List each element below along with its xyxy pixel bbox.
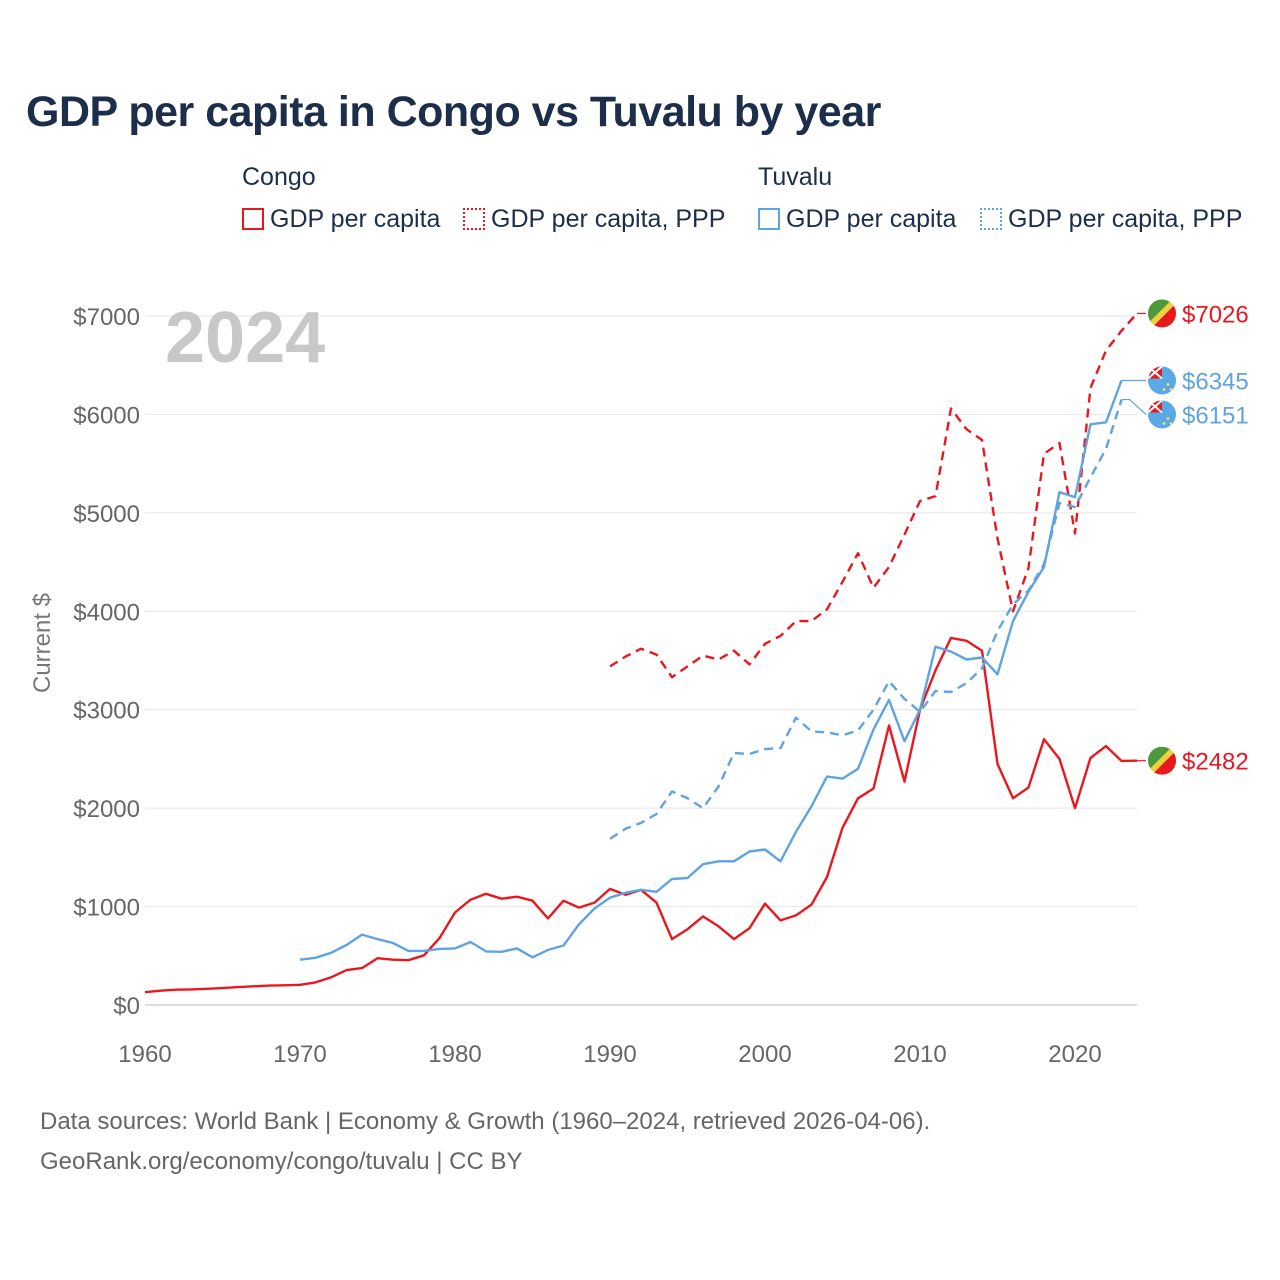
y-axis-label: Current $ — [29, 593, 56, 693]
end-value-label: $7026 — [1182, 301, 1249, 328]
end-value-label: $6151 — [1182, 402, 1249, 429]
legend-item-congo-gdp[interactable]: GDP per capita — [242, 204, 440, 234]
legend-label: GDP per capita, PPP — [491, 204, 726, 233]
y-tick-label: $2000 — [73, 796, 140, 823]
line-chart: 2024 $0 $1000 $2000 $3000 $4000 $5000 $6000 $70… — [29, 298, 1249, 1068]
legend-swatch-dotted — [463, 208, 485, 230]
x-tick-label: 1970 — [273, 1041, 326, 1068]
y-tick-label: $0 — [113, 993, 140, 1020]
legend-item-tuvalu-gdp[interactable]: GDP per capita — [758, 204, 956, 234]
footer-sources: Data sources: World Bank | Economy & Gro… — [40, 1108, 931, 1135]
end-label-group: $6345 — [1121, 366, 1249, 395]
series-line — [144, 636, 1138, 994]
series-line — [609, 399, 1123, 840]
x-tick-label: 1990 — [583, 1041, 636, 1068]
series-line — [299, 380, 1123, 961]
end-value-label: $2482 — [1182, 749, 1249, 776]
end-label-group: $7026 — [1137, 299, 1249, 328]
x-tick-label: 1980 — [428, 1041, 481, 1068]
tuvalu-flag-icon — [1148, 366, 1176, 395]
x-tick-label: 2010 — [893, 1041, 946, 1068]
y-tick-label: $7000 — [73, 304, 140, 331]
legend-label: GDP per capita, PPP — [1008, 204, 1243, 233]
legend-swatch-solid — [758, 208, 780, 230]
y-tick-label: $6000 — [73, 402, 140, 429]
y-tick-label: $5000 — [73, 501, 140, 528]
legend-label: GDP per capita — [786, 204, 957, 233]
congo-flag-icon — [1148, 299, 1176, 328]
congo-flag-icon — [1148, 746, 1176, 775]
end-value-label: $6345 — [1182, 368, 1249, 395]
legend-swatch-dotted — [980, 208, 1002, 230]
legend-group-tuvalu: Tuvalu — [758, 163, 833, 191]
end-label-leader — [1121, 398, 1147, 415]
legend-item-tuvalu-gdp-ppp[interactable]: GDP per capita, PPP — [980, 204, 1242, 234]
legend-group-congo: Congo — [242, 163, 316, 191]
year-watermark: 2024 — [165, 298, 325, 378]
x-tick-label: 2020 — [1048, 1041, 1101, 1068]
end-label-group: $2482 — [1137, 746, 1249, 776]
tuvalu-flag-icon — [1148, 400, 1176, 429]
y-tick-label: $4000 — [73, 599, 140, 626]
footer-attribution: GeoRank.org/economy/congo/tuvalu | CC BY — [40, 1148, 523, 1175]
y-tick-label: $1000 — [73, 895, 140, 922]
series-line — [609, 312, 1138, 679]
x-tick-label: 1960 — [118, 1041, 171, 1068]
legend-item-congo-gdp-ppp[interactable]: GDP per capita, PPP — [463, 204, 725, 234]
end-label-group: $6151 — [1121, 398, 1249, 429]
chart-title: GDP per capita in Congo vs Tuvalu by yea… — [26, 88, 881, 136]
legend-label: GDP per capita — [270, 204, 441, 233]
x-tick-label: 2000 — [738, 1041, 791, 1068]
legend-swatch-solid — [242, 208, 264, 230]
y-tick-label: $3000 — [73, 698, 140, 725]
